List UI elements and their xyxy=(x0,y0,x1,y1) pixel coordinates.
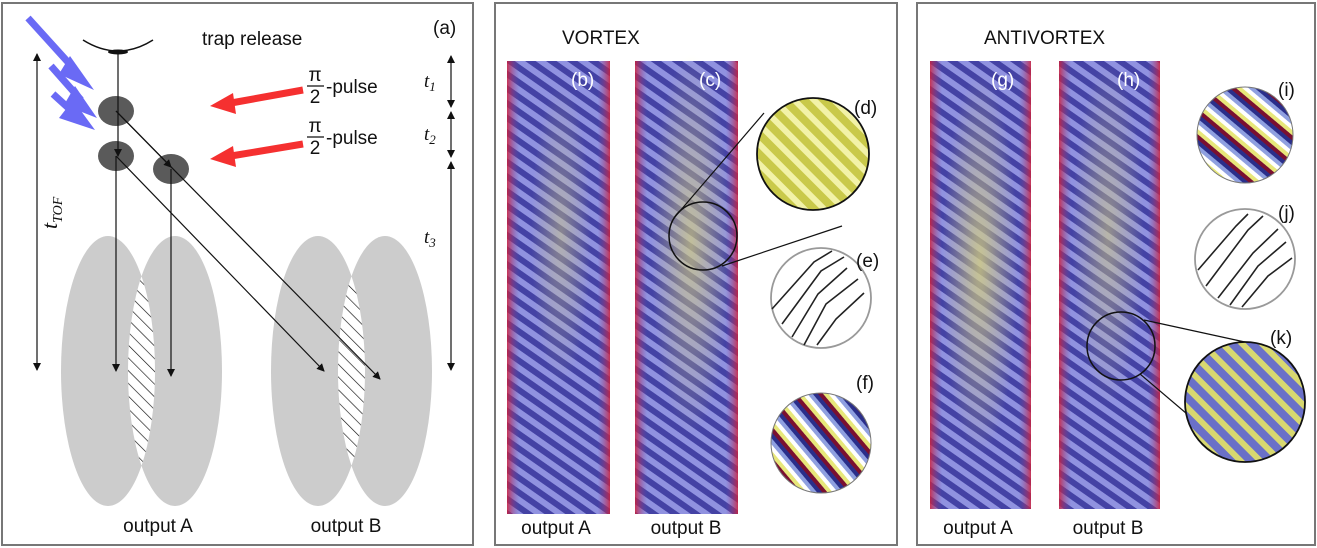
fringe-schematic-j xyxy=(1194,208,1296,310)
panel-label-f: (f) xyxy=(856,373,874,394)
image-h-output-b xyxy=(1059,61,1160,509)
panel-label-b: (b) xyxy=(571,70,594,91)
trap-release-label: trap release xyxy=(202,29,302,50)
t3-label: t3 xyxy=(424,227,436,250)
pump-arrows xyxy=(25,15,97,130)
panel-label-k: (k) xyxy=(1270,328,1292,349)
panel-label-a: (a) xyxy=(433,18,456,39)
trapped-cloud xyxy=(108,49,128,55)
pulse-label-2: π 2 -pulse xyxy=(307,116,378,159)
panel-vortex: VORTEX (b) (c) (d) (e) (f) xyxy=(494,2,898,546)
svg-text:π: π xyxy=(308,65,321,86)
vortex-title: VORTEX xyxy=(562,28,640,49)
output-b-label: output B xyxy=(311,516,382,537)
ttof-label: tTOF xyxy=(37,196,66,229)
output-a-label: output A xyxy=(943,518,1013,539)
t1-label: t1 xyxy=(424,71,436,94)
svg-text:π: π xyxy=(308,116,321,137)
simulated-fringes-f xyxy=(770,392,872,494)
panel-label-g: (g) xyxy=(991,70,1014,91)
image-g-output-a xyxy=(930,61,1031,509)
panel-label-j: (j) xyxy=(1278,203,1295,224)
zoom-circle-h xyxy=(1086,311,1156,381)
simulated-fringes-i xyxy=(1196,86,1294,184)
svg-text:2: 2 xyxy=(310,87,321,108)
panel-a-schematic: tTOF t1 t2 t3 (a) trap release π 2 -puls… xyxy=(1,2,474,546)
t2-label: t2 xyxy=(424,124,436,147)
svg-text:2: 2 xyxy=(310,138,321,159)
panel-label-c: (c) xyxy=(699,70,721,91)
panel-label-e: (e) xyxy=(856,251,879,272)
image-c-output-b xyxy=(635,54,738,514)
output-b-clouds xyxy=(271,236,432,506)
zoom-circle-c xyxy=(668,201,738,271)
output-b-label: output B xyxy=(651,518,722,539)
probe-arrows xyxy=(210,86,304,167)
image-b-output-a xyxy=(507,61,610,514)
zoom-inset-d xyxy=(756,97,870,211)
panel-label-i: (i) xyxy=(1278,80,1295,101)
svg-text:-pulse: -pulse xyxy=(326,128,378,149)
output-a-label: output A xyxy=(123,516,193,537)
pulse-label-1: π 2 -pulse xyxy=(307,65,378,108)
svg-text:-pulse: -pulse xyxy=(326,77,378,98)
trajectories xyxy=(112,54,381,380)
output-a-clouds xyxy=(61,236,222,506)
panel-antivortex: ANTIVORTEX (g) (h) (i) (j) xyxy=(916,2,1316,546)
panel-label-h: (h) xyxy=(1117,70,1140,91)
zoom-inset-k xyxy=(1184,341,1306,463)
trap-potential xyxy=(82,39,154,52)
antivortex-title: ANTIVORTEX xyxy=(984,28,1105,49)
output-b-label: output B xyxy=(1073,518,1144,539)
output-a-label: output A xyxy=(521,518,591,539)
fringe-schematic-e xyxy=(770,247,872,349)
panel-label-d: (d) xyxy=(854,98,877,119)
